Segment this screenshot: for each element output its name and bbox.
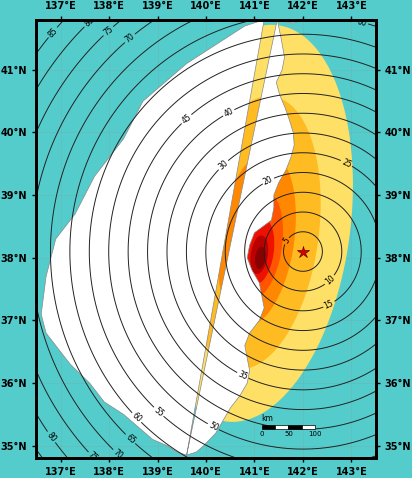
Text: 45: 45 — [180, 112, 193, 126]
Bar — [275, 425, 288, 429]
Text: km: km — [261, 413, 273, 423]
Text: 100: 100 — [309, 431, 322, 437]
Text: 35: 35 — [236, 369, 249, 381]
Polygon shape — [41, 20, 294, 455]
Text: 60: 60 — [130, 411, 143, 424]
Text: 15: 15 — [323, 298, 335, 311]
Text: 80: 80 — [82, 16, 96, 29]
Text: 30: 30 — [217, 158, 230, 172]
Polygon shape — [245, 219, 274, 283]
Text: 25: 25 — [340, 157, 353, 169]
Text: 75: 75 — [87, 450, 100, 464]
Text: 50: 50 — [207, 421, 220, 433]
Text: 80: 80 — [45, 431, 58, 444]
Polygon shape — [189, 97, 320, 369]
Polygon shape — [152, 25, 352, 421]
Text: 40: 40 — [222, 107, 235, 119]
Polygon shape — [251, 236, 267, 273]
Polygon shape — [256, 247, 265, 268]
Text: 0: 0 — [260, 431, 264, 437]
Text: 60: 60 — [356, 17, 368, 28]
Bar — [288, 425, 302, 429]
Text: 50: 50 — [284, 431, 293, 437]
Polygon shape — [264, 0, 327, 23]
Text: 70: 70 — [111, 447, 124, 461]
Polygon shape — [236, 193, 282, 298]
Text: 55: 55 — [152, 405, 165, 418]
Text: 5: 5 — [281, 236, 292, 245]
Text: 85: 85 — [46, 26, 59, 39]
Text: 70: 70 — [123, 32, 136, 45]
Text: 65: 65 — [124, 433, 137, 445]
Polygon shape — [219, 152, 295, 326]
Bar — [302, 425, 315, 429]
Text: 75: 75 — [102, 24, 115, 38]
Bar — [262, 425, 275, 429]
Text: 10: 10 — [323, 273, 336, 287]
Text: 20: 20 — [262, 175, 274, 187]
